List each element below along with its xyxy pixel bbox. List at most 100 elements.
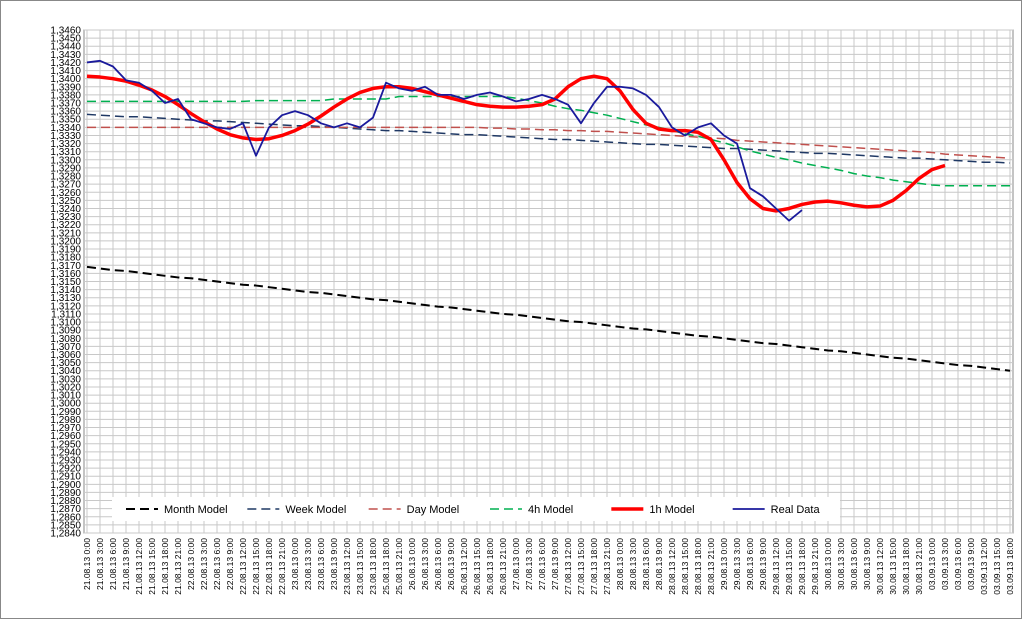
y-tick-label: 1,3210 [50,228,81,239]
series-line [86,265,1011,372]
labels: 1,28401,28501,28601,28701,28801,28901,29… [50,26,1015,595]
x-tick-label: 03.09.13 6:00 [953,538,963,590]
y-tick-label: 1,3370 [50,99,81,110]
y-tick-label: 1,3140 [50,285,81,296]
x-tick-label: 23.08.13 3:00 [303,538,313,590]
y-tick-label: 1,2920 [50,464,81,475]
y-tick-label: 1,2970 [50,423,81,434]
x-tick-label: 21.08.13 9:00 [121,538,131,590]
x-tick-label: 27.08.13 0:00 [511,538,521,590]
y-tick-label: 1,3300 [50,155,81,166]
x-tick-label: 22.08.13 12:00 [238,538,248,595]
x-tick-label: 27.08.13 12:00 [563,538,573,595]
x-tick-label: 26.08.13 9:00 [446,538,456,590]
x-tick-label: 28.08.13 15:00 [680,538,690,595]
series-line [87,95,1010,187]
x-tick-label: 26.08.13 6:00 [433,538,443,590]
legend: Month Model Week Model Day Model 4h Model 1h… [112,497,840,521]
x-tick-label: 27.08.13 9:00 [550,538,560,590]
y-tick-label: 1,2940 [50,447,81,458]
y-tick-label: 1,3400 [50,74,81,85]
x-tick-label: 30.08.13 21:00 [914,538,924,595]
y-tick-label: 1,3270 [50,180,81,191]
x-tick-label: 23.08.13 6:00 [316,538,326,590]
y-tick-label: 1,2850 [50,520,81,531]
x-tick-label: 21.08.13 12:00 [134,538,144,595]
x-tick-label: 03.09.13 18:00 [1005,538,1015,595]
y-tick-label: 1,3110 [51,309,81,320]
x-tick-label: 30.08.13 6:00 [849,538,859,590]
y-tick-label: 1,2950 [50,439,81,450]
x-tick-label: 22.08.13 15:00 [251,538,261,595]
y-tick-label: 1,3420 [50,58,81,69]
x-tick-label: 26.08.13 15:00 [472,538,482,595]
y-tick-label: 1,2990 [50,407,81,418]
y-tick-label: 1,3120 [50,301,81,312]
y-tick-label: 1,3040 [50,366,81,377]
y-tick-label: 1,3340 [50,123,81,134]
x-tick-label: 26.08.13 18:00 [485,538,495,595]
x-tick-label: 23.08.13 9:00 [329,538,339,590]
y-tick-label: 1,3350 [50,115,81,126]
y-tick-label: 1,3220 [50,220,81,231]
y-tick-label: 1,3380 [50,90,81,101]
lines [86,59,1011,372]
x-tick-label: 23.08.13 0:00 [290,538,300,590]
x-tick-label: 21.08.13 15:00 [147,538,157,595]
x-tick-label: 22.08.13 3:00 [199,538,209,590]
y-tick-label: 1,3060 [50,350,81,361]
x-tick-label: 22.08.13 9:00 [225,538,235,590]
x-tick-label: 30.08.13 12:00 [875,538,885,595]
y-tick-label: 1,3010 [50,391,81,402]
y-tick-label: 1,3430 [50,50,81,61]
y-tick-label: 1,2910 [50,472,81,483]
y-tick-label: 1,3100 [50,318,81,329]
x-tick-label: 26.08.13 3:00 [420,538,430,590]
x-tick-label: 23.08.13 12:00 [342,538,352,595]
y-tick-label: 1,3000 [50,399,81,410]
y-tick-label: 1,3390 [50,82,81,93]
x-tick-label: 27.08.13 6:00 [537,538,547,590]
y-tick-label: 1,3130 [50,293,81,304]
x-tick-label: 27.08.13 15:00 [576,538,586,595]
y-tick-label: 1,3310 [50,147,81,158]
x-tick-label: 29.08.13 6:00 [745,538,755,590]
x-tick-label: 30.08.13 18:00 [901,538,911,595]
y-tick-label: 1,2840 [50,529,81,540]
x-tick-label: 29.08.13 9:00 [758,538,768,590]
x-tick-label: 28.08.13 0:00 [615,538,625,590]
y-tick-label: 1,3330 [50,131,81,142]
y-tick-label: 1,3230 [50,212,81,223]
x-tick-label: 30.08.13 0:00 [823,538,833,590]
x-tick-label: 03.09.13 3:00 [940,538,950,590]
y-tick-label: 1,3260 [50,188,81,199]
x-tick-label: 28.08.13 9:00 [654,538,664,590]
x-tick-label: 28.08.13 12:00 [667,538,677,595]
x-tick-label: 03.09.13 0:00 [927,538,937,590]
legend-label: Day Model [407,504,460,516]
series-line [86,113,1011,164]
x-tick-label: 30.08.13 3:00 [836,538,846,590]
y-tick-label: 1,2880 [50,496,81,507]
x-tick-label: 25.08.13 18:00 [381,538,391,595]
x-tick-label: 03.09.13 12:00 [979,538,989,595]
x-tick-label: 26.08.13 12:00 [459,538,469,595]
y-tick-label: 1,3070 [50,342,81,353]
y-tick-label: 1,3080 [50,334,81,345]
y-tick-label: 1,2980 [50,415,81,426]
y-tick-label: 1,3290 [50,163,81,174]
y-tick-label: 1,3180 [50,253,81,264]
y-tick-label: 1,3150 [50,277,81,288]
y-tick-label: 1,3090 [50,326,81,337]
y-tick-label: 1,3250 [50,196,81,207]
y-tick-label: 1,3160 [50,269,81,280]
y-tick-label: 1,2930 [50,455,81,466]
x-tick-label: 22.08.13 6:00 [212,538,222,590]
x-tick-label: 23.08.13 15:00 [355,538,365,595]
y-tick-label: 1,2870 [50,504,81,515]
x-tick-label: 29.08.13 18:00 [797,538,807,595]
x-tick-label: 21.08.13 0:00 [82,538,92,590]
x-tick-label: 22.08.13 21:00 [277,538,287,595]
x-tick-label: 29.08.13 3:00 [732,538,742,590]
